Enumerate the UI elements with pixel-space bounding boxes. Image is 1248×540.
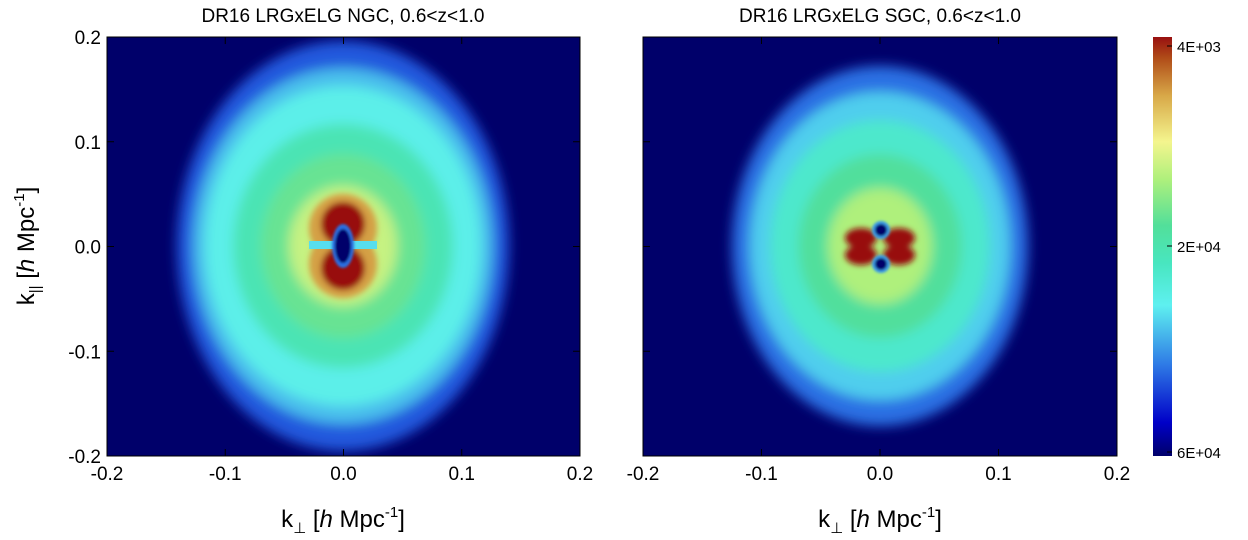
colorbar: 4E+03 2E+04 6E+04	[1153, 37, 1221, 462]
x-tick-label-right-3: 0.1	[985, 464, 1011, 485]
y-tick-label-1: 0.1	[75, 133, 101, 154]
center-spike	[335, 229, 351, 263]
x-tick-label-left-1: -0.1	[209, 464, 242, 485]
x-axis-label-right-symbol: k	[818, 506, 831, 533]
x-tick-label-left-4: 0.2	[567, 464, 593, 485]
x-axis-label-left-close: ]	[398, 506, 405, 533]
panel-right-ticks: -0.2 -0.1 0.0 0.1 0.2	[627, 36, 1130, 485]
x-axis-label-left-open: [	[306, 506, 320, 533]
x-axis-label-left: k⊥ [h Mpc-1]	[281, 504, 405, 537]
x-tick-label-right-1: -0.1	[745, 464, 778, 485]
x-axis-label-right-close: ]	[935, 506, 942, 533]
y-tick-label-3: -0.1	[68, 342, 101, 363]
x-axis-label-left-exponent: -1	[385, 504, 398, 521]
lobe-lower-right	[883, 245, 915, 265]
colorbar-label-mid: 2E+04	[1177, 239, 1221, 256]
y-axis-label-open: [	[13, 272, 40, 286]
x-tick-label-right-2: 0.0	[867, 464, 893, 485]
x-axis-label-right-open: [	[843, 506, 857, 533]
ring-5	[828, 188, 932, 304]
x-axis-label-left-symbol: k	[281, 506, 294, 533]
x-tick-label-right-0: -0.2	[627, 464, 660, 485]
x-axis-label-right: k⊥ [h Mpc-1]	[818, 504, 942, 537]
y-tick-label-0: 0.2	[75, 28, 101, 49]
heatmap-left	[107, 37, 580, 456]
y-axis-label-exponent: -1	[11, 193, 28, 206]
lobe-upper-left	[845, 228, 877, 248]
y-axis-label: k|| [h Mpc-1]	[11, 187, 44, 306]
y-axis-label-subscript: ||	[27, 285, 44, 293]
x-axis-label-left-unit: Mpc	[333, 506, 385, 533]
colorbar-bar	[1153, 37, 1172, 456]
lobe-upper-right	[883, 228, 915, 248]
spot-bottom	[875, 258, 887, 270]
panel-left: DR16 LRGxELG NGC, 0.6<z<1.0	[68, 6, 593, 485]
x-axis-label-right-exponent: -1	[922, 504, 935, 521]
panel-right-title: DR16 LRGxELG SGC, 0.6<z<1.0	[739, 6, 1021, 27]
x-axis-label-left-subscript: ⊥	[293, 520, 306, 537]
panel-right: DR16 LRGxELG SGC, 0.6<z<1.0	[627, 6, 1131, 485]
colorbar-label-min: 6E+04	[1177, 445, 1221, 462]
y-axis-label-h: h	[13, 259, 40, 272]
x-axis-label-right-subscript: ⊥	[830, 520, 843, 537]
lobe-lower-left	[845, 245, 877, 265]
y-tick-label-4: -0.2	[68, 447, 101, 468]
x-tick-label-right-4: 0.2	[1104, 464, 1130, 485]
panel-left-title: DR16 LRGxELG NGC, 0.6<z<1.0	[201, 6, 484, 27]
colorbar-label-max: 4E+03	[1177, 39, 1221, 56]
panel-left-ticks: -0.2 -0.1 0.0 0.1 0.2 0.2 0.1 0.0 -0.1 -0.2	[68, 28, 593, 485]
x-tick-label-left-2: 0.0	[330, 464, 356, 485]
x-axis-label-left-h: h	[320, 506, 333, 533]
y-axis-label-close: ]	[13, 187, 40, 194]
y-axis-label-unit: Mpc	[13, 207, 40, 259]
x-axis-label-right-h: h	[857, 506, 870, 533]
x-axis-label-right-unit: Mpc	[870, 506, 922, 533]
x-tick-label-left-3: 0.1	[449, 464, 475, 485]
spot-top	[875, 224, 887, 236]
y-tick-label-2: 0.0	[75, 238, 101, 259]
heatmap-right	[643, 37, 1117, 456]
x-tick-label-left-0: -0.2	[91, 464, 124, 485]
y-axis-label-symbol: k	[13, 292, 40, 305]
